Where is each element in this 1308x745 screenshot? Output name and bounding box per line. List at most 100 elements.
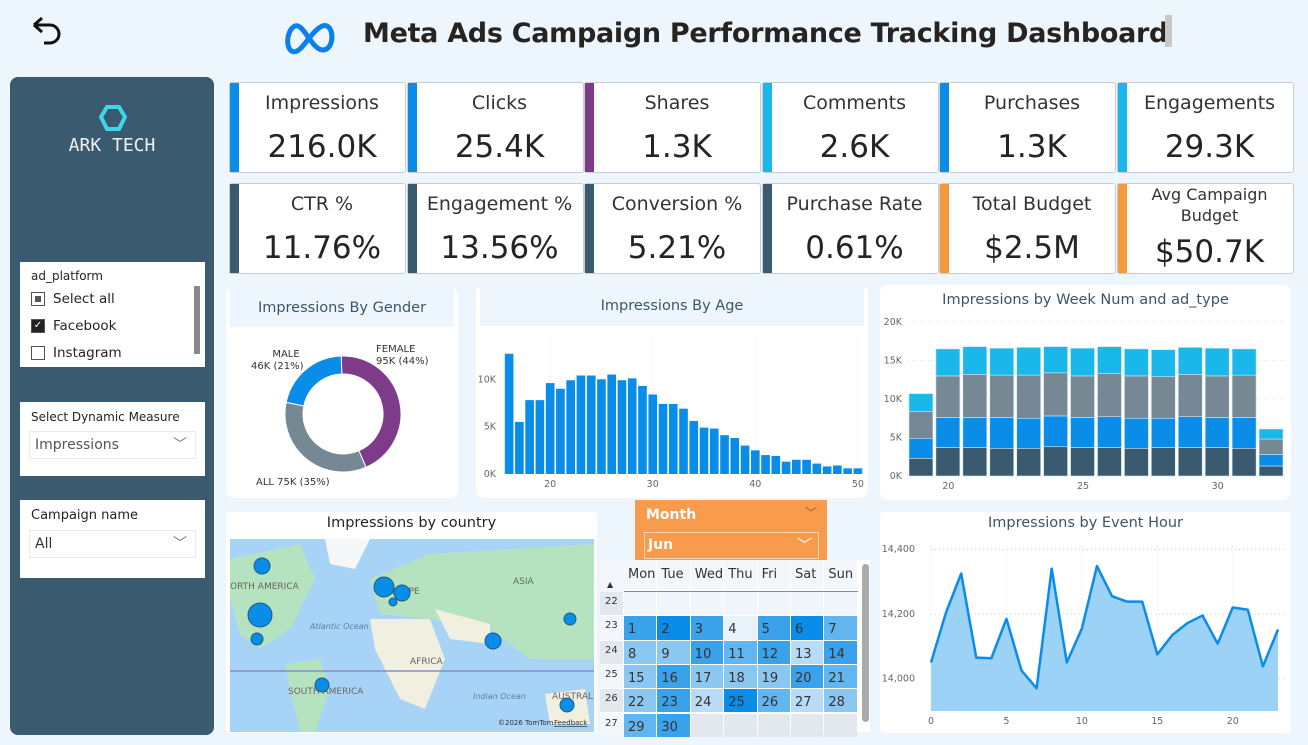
kpi-accent bbox=[762, 83, 772, 172]
calendar-empty bbox=[791, 592, 824, 616]
stacked-bar-segment bbox=[1070, 417, 1095, 448]
stacked-bar-segment bbox=[1124, 417, 1149, 449]
kpi-value: 5.21% bbox=[627, 230, 727, 266]
campaign-dropdown[interactable]: All ﹀ bbox=[29, 530, 196, 558]
calendar-day[interactable]: 7 bbox=[824, 616, 857, 640]
stacked-bar-segment bbox=[989, 417, 1015, 449]
x-tick: 25 bbox=[1077, 481, 1089, 492]
calendar-day[interactable]: 8 bbox=[624, 640, 657, 664]
x-tick: 20 bbox=[942, 481, 954, 492]
y-tick: 15K bbox=[884, 356, 903, 367]
stacked-bar-segment bbox=[989, 447, 1015, 477]
stacked-bar-segment bbox=[1231, 417, 1257, 449]
weekday-header: Tue bbox=[657, 560, 690, 590]
calendar-day[interactable]: 20 bbox=[791, 664, 824, 689]
age-bar bbox=[781, 461, 791, 474]
donut-slice bbox=[285, 355, 343, 407]
sort-icon: ▲ bbox=[600, 560, 624, 592]
checkbox-partial-icon[interactable] bbox=[31, 292, 45, 306]
slice-value: 95K (44%) bbox=[376, 356, 429, 367]
calendar-day[interactable]: 1 bbox=[624, 616, 657, 640]
kpi-value: 25.4K bbox=[454, 129, 545, 165]
stacked-bar-segment bbox=[1097, 373, 1122, 418]
chevron-down-icon[interactable]: ﹀ bbox=[804, 506, 817, 520]
option-select-all[interactable]: Select all bbox=[31, 291, 115, 307]
y-tick: 5K bbox=[890, 433, 903, 444]
calendar-day[interactable]: 10 bbox=[690, 640, 724, 664]
map-label: Indian Ocean bbox=[473, 692, 526, 701]
map-credit: ©2026 TomTom bbox=[498, 719, 554, 727]
calendar-day[interactable]: 27 bbox=[791, 689, 824, 713]
x-tick: 0 bbox=[928, 716, 934, 727]
country-bubble bbox=[563, 612, 577, 626]
calendar-day[interactable]: 9 bbox=[657, 640, 690, 664]
calendar-day[interactable]: 12 bbox=[757, 640, 790, 664]
calendar-day[interactable]: 18 bbox=[724, 664, 757, 689]
slice-label: ALL 75K (35%) bbox=[256, 477, 330, 488]
calendar-day[interactable]: 2 bbox=[657, 616, 690, 640]
calendar-day[interactable]: 6 bbox=[791, 616, 824, 640]
calendar-day[interactable]: 26 bbox=[757, 689, 790, 713]
undo-arrow-icon[interactable] bbox=[30, 15, 68, 53]
week-number: 26 bbox=[600, 689, 623, 713]
age-bar bbox=[802, 459, 811, 474]
kpi-accent bbox=[940, 184, 949, 273]
calendar-day[interactable]: 21 bbox=[824, 664, 857, 689]
scrollbar[interactable] bbox=[194, 286, 200, 354]
week-number: 22 bbox=[600, 592, 623, 616]
calendar-day[interactable]: 22 bbox=[624, 689, 657, 713]
calendar-empty bbox=[824, 713, 857, 737]
stacked-bar-segment bbox=[1258, 465, 1284, 477]
calendar-day[interactable]: 25 bbox=[724, 689, 757, 713]
option-label: Facebook bbox=[53, 318, 117, 334]
month-dropdown[interactable]: Jun ﹀ bbox=[644, 532, 819, 559]
scrollbar[interactable] bbox=[862, 564, 869, 722]
stacked-bar-segment bbox=[1124, 348, 1149, 377]
kpi-accent bbox=[230, 83, 239, 172]
calendar-day[interactable]: 23 bbox=[657, 689, 690, 713]
y-tick: 0K bbox=[890, 471, 903, 482]
calendar-day[interactable]: 14 bbox=[824, 640, 857, 664]
feedback-link[interactable]: Feedback bbox=[554, 719, 588, 727]
calendar-day[interactable]: 29 bbox=[624, 713, 657, 737]
calendar-day[interactable]: 15 bbox=[624, 664, 657, 689]
stacked-bar-segment bbox=[1204, 447, 1230, 477]
calendar-day[interactable]: 13 bbox=[791, 640, 824, 664]
kpi-card: Clicks 25.4K bbox=[406, 82, 584, 173]
calendar-empty bbox=[690, 713, 724, 737]
age-bar bbox=[597, 379, 606, 474]
x-tick: 20 bbox=[1227, 716, 1239, 727]
calendar-day[interactable]: 30 bbox=[657, 713, 690, 737]
age-bar bbox=[658, 403, 668, 474]
stacked-bar-segment bbox=[935, 348, 961, 377]
calendar-day[interactable]: 19 bbox=[757, 664, 790, 689]
age-bar bbox=[792, 459, 801, 474]
landmass bbox=[370, 619, 445, 709]
stacked-bar-segment bbox=[935, 417, 961, 448]
kpi-accent bbox=[1117, 83, 1127, 172]
calendar-day[interactable]: 11 bbox=[724, 640, 757, 664]
calendar-day[interactable]: 28 bbox=[824, 689, 857, 713]
age-bar bbox=[566, 380, 575, 474]
checkbox-icon[interactable] bbox=[31, 346, 45, 360]
calendar-day[interactable]: 4 bbox=[724, 616, 757, 640]
brand-name: ARK TECH bbox=[68, 135, 156, 156]
checkbox-checked-icon[interactable]: ✓ bbox=[31, 319, 45, 333]
stacked-bar-segment bbox=[1151, 417, 1176, 448]
calendar-day[interactable]: 16 bbox=[657, 664, 690, 689]
country-bubble bbox=[373, 576, 395, 598]
dynamic-measure-dropdown[interactable]: Impressions ﹀ bbox=[29, 431, 196, 459]
stacked-bar-segment bbox=[1070, 347, 1095, 377]
option-facebook[interactable]: ✓ Facebook bbox=[31, 318, 116, 334]
calendar-day[interactable]: 17 bbox=[690, 664, 724, 689]
x-tick: 50 bbox=[852, 479, 864, 490]
option-instagram[interactable]: Instagram bbox=[31, 345, 122, 361]
week-chart-panel: Impressions by Week Num and ad_type 0K 5K… bbox=[880, 285, 1291, 500]
calendar-day[interactable]: 3 bbox=[690, 616, 724, 640]
calendar-day[interactable]: 24 bbox=[690, 689, 724, 713]
calendar-day[interactable]: 5 bbox=[757, 616, 790, 640]
stacked-bar-segment bbox=[989, 347, 1015, 376]
slice-name: FEMALE bbox=[376, 344, 415, 355]
kpi-label: Total Budget bbox=[972, 193, 1092, 215]
kpi-label: Conversion % bbox=[611, 193, 743, 215]
